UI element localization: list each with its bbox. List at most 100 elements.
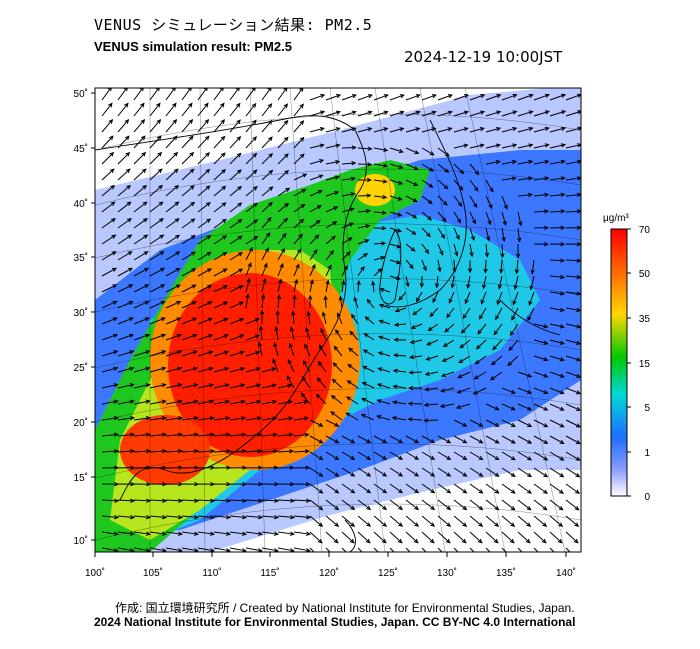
wind-arrow	[437, 467, 451, 477]
wind-arrow	[133, 433, 150, 437]
wind-arrow-head	[319, 143, 325, 148]
wind-arrow	[318, 361, 327, 373]
wind-arrow	[501, 483, 516, 494]
wind-arrow-head	[188, 118, 194, 124]
wind-arrow	[549, 194, 565, 197]
wind-arrow	[367, 299, 375, 309]
wind-arrow	[165, 417, 182, 421]
wind-arrow	[149, 284, 165, 293]
wind-arrow-head	[510, 555, 514, 559]
wind-arrow	[412, 307, 423, 316]
wind-arrow	[485, 531, 499, 544]
wind-arrow	[165, 168, 179, 181]
wind-arrow-head	[462, 439, 468, 444]
wind-arrow-head	[376, 399, 382, 404]
wind-arrow-head	[366, 193, 372, 198]
wind-arrow	[245, 499, 263, 502]
wind-arrow-head	[174, 184, 180, 190]
wind-arrow-head	[223, 317, 229, 322]
wind-arrow	[373, 547, 379, 552]
wind-arrow-head	[366, 505, 372, 511]
wind-arrow	[456, 403, 471, 409]
wind-arrow	[309, 249, 318, 261]
wind-arrow	[565, 127, 581, 133]
wind-arrow-head	[409, 264, 414, 270]
wind-arrow-head	[470, 235, 475, 241]
wind-arrow-head	[176, 333, 182, 338]
wind-arrow-head	[225, 515, 232, 520]
wind-arrow	[533, 194, 549, 197]
wind-arrow-head	[221, 168, 227, 174]
wind-arrow-head	[407, 417, 413, 422]
wind-arrow	[133, 317, 150, 325]
wind-arrow	[469, 531, 483, 544]
wind-arrow	[229, 318, 244, 325]
wind-arrow-head	[463, 127, 469, 132]
wind-arrow-head	[543, 357, 549, 362]
wind-arrow-head	[576, 258, 581, 263]
wind-arrow-head	[377, 351, 383, 356]
wind-arrow-head	[304, 343, 309, 349]
wind-arrow	[517, 547, 523, 552]
wind-arrow-head	[367, 110, 373, 115]
wind-arrow-head	[334, 505, 340, 511]
wind-arrow	[149, 450, 166, 453]
wind-arrow	[501, 451, 516, 461]
wind-arrow-head	[513, 284, 518, 291]
wind-arrow	[261, 294, 265, 309]
wind-arrow-head	[177, 416, 183, 421]
wind-arrow-head	[526, 522, 532, 528]
wind-arrow	[133, 350, 150, 357]
wind-arrow	[357, 94, 373, 101]
wind-arrow-head	[576, 307, 581, 313]
wind-arrow	[133, 515, 150, 519]
wind-arrow	[453, 94, 469, 101]
wind-arrow	[213, 301, 228, 309]
wind-arrow	[229, 515, 246, 519]
wind-arrow	[549, 515, 563, 527]
wind-arrow-head	[439, 250, 444, 256]
wind-arrow	[117, 201, 131, 213]
wind-arrow	[245, 278, 250, 293]
wind-arrow	[181, 515, 198, 519]
wind-arrow	[117, 119, 129, 133]
wind-arrow-head	[300, 392, 306, 398]
wind-arrow-head	[325, 279, 330, 285]
wind-arrow	[330, 411, 343, 421]
wind-arrow-head	[129, 416, 135, 421]
wind-arrow	[392, 417, 407, 421]
wind-arrow	[149, 531, 166, 535]
wind-arrow-head	[225, 531, 231, 536]
wind-arrow-head	[237, 202, 243, 207]
wind-arrow-head	[544, 192, 550, 198]
wind-arrow-head	[189, 168, 195, 174]
wind-arrow	[293, 137, 305, 149]
wind-arrow	[261, 279, 266, 293]
wind-arrow-head	[112, 284, 118, 289]
wind-arrow-head	[494, 455, 500, 461]
wind-arrow-head	[299, 103, 304, 109]
wind-arrow-head	[177, 531, 183, 536]
wind-arrow-head	[527, 439, 533, 444]
wind-arrow-head	[143, 251, 149, 256]
wind-arrow	[261, 120, 273, 133]
wind-arrow-head	[526, 555, 530, 559]
wind-arrow	[165, 433, 182, 437]
wind-arrow	[229, 153, 242, 165]
wind-arrow	[357, 281, 360, 293]
wind-arrow-head	[452, 267, 457, 273]
wind-arrow-head	[299, 120, 305, 125]
wind-arrow	[549, 467, 564, 478]
wind-arrow	[501, 515, 515, 527]
wind-arrow	[405, 259, 414, 269]
wind-arrow	[133, 267, 149, 277]
wind-arrow-head	[495, 315, 500, 321]
wind-arrow-head	[473, 375, 479, 380]
wind-arrow	[485, 94, 501, 101]
wind-arrow	[501, 160, 517, 165]
wind-arrow-head	[350, 192, 356, 197]
wind-arrow	[325, 161, 340, 165]
wind-arrow	[421, 467, 435, 477]
wind-arrow-head	[274, 325, 279, 331]
wind-arrow	[277, 295, 280, 309]
